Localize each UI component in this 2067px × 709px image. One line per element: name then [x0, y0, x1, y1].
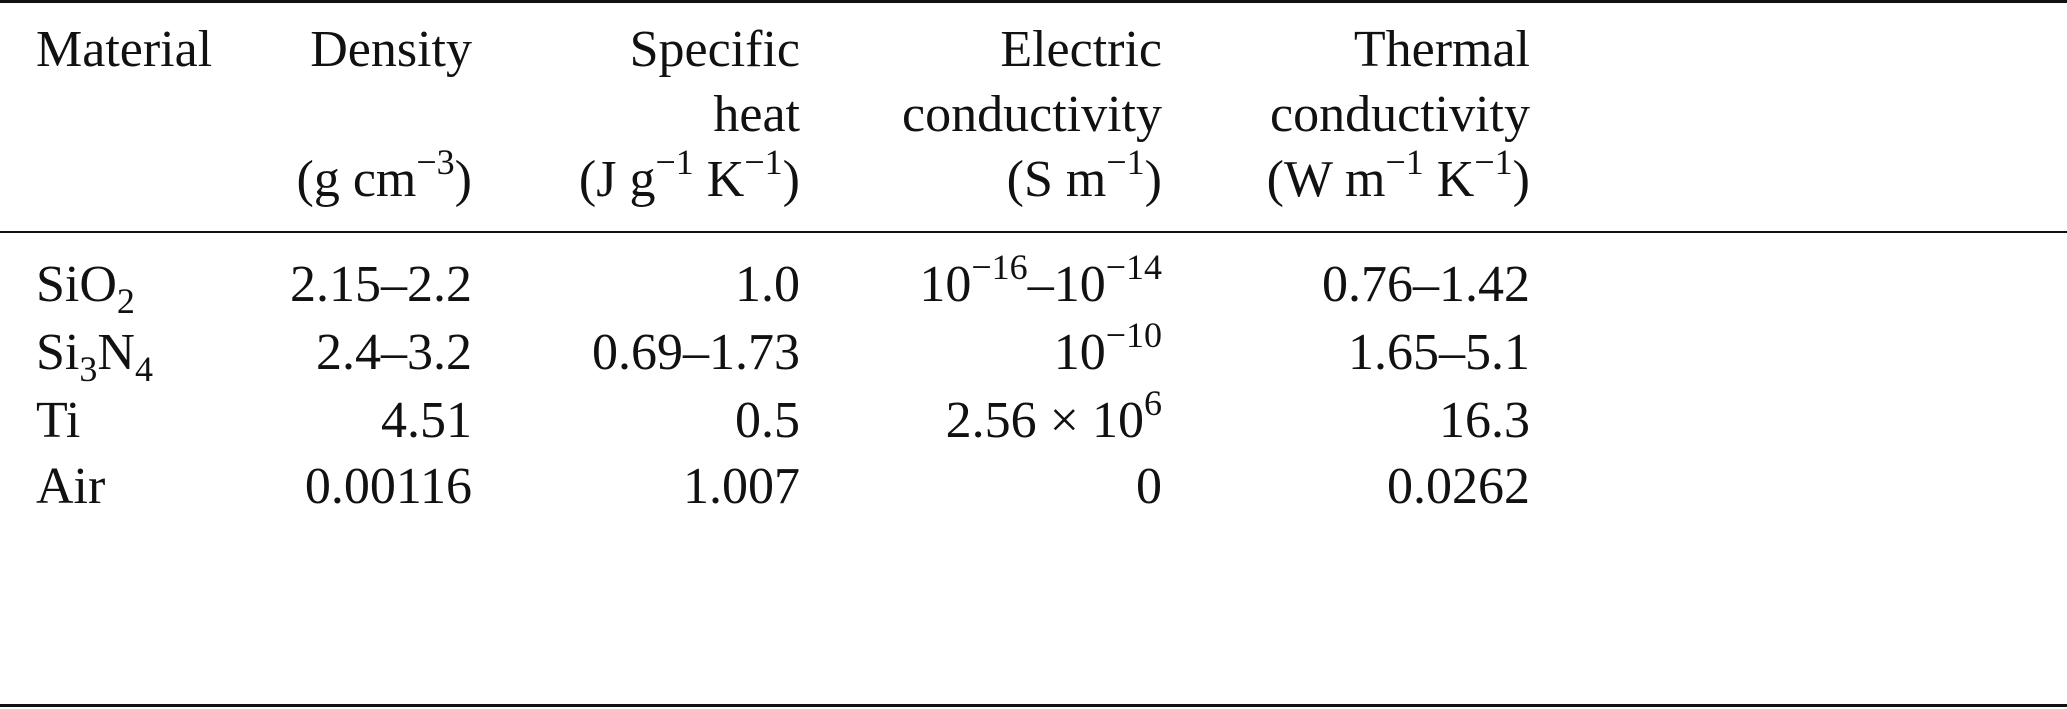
supscript: 6: [1144, 383, 1162, 423]
row-label: Si3N4: [36, 324, 153, 388]
text-run: ): [1144, 151, 1162, 208]
text-run: 10: [1053, 324, 1106, 381]
supscript: −10: [1105, 315, 1162, 355]
header-text: Thermal: [1353, 21, 1530, 78]
text-run: N: [97, 324, 135, 381]
text-run: Si: [36, 324, 80, 381]
text-run: 2.56 × 10: [945, 392, 1144, 449]
row-label: Ti: [36, 392, 81, 449]
cell-value: 1.007: [683, 458, 800, 515]
header-text: Specific: [629, 21, 800, 78]
cell-value: 2.15–2.2: [290, 256, 472, 313]
supscript: −14: [1105, 247, 1162, 287]
text-run: SiO: [36, 256, 117, 313]
header-unit: (g cm−3): [296, 144, 472, 208]
text-run: (g cm: [296, 151, 417, 208]
text-run: ): [782, 151, 800, 208]
text-run: (J g: [578, 151, 656, 208]
cell-value: 0.76–1.42: [1322, 256, 1530, 313]
text-run: (S m: [1006, 151, 1107, 208]
text-run: 10: [919, 256, 972, 313]
header-unit: (J g−1 K−1): [578, 144, 800, 208]
supscript: −1: [1385, 142, 1424, 182]
supscript: −3: [416, 142, 455, 182]
header-text: heat: [713, 86, 800, 143]
row-label: Air: [36, 458, 106, 515]
cell-value: 16.3: [1439, 392, 1530, 449]
header-text: Density: [310, 21, 472, 78]
cell-value: 0: [1136, 458, 1162, 515]
cell-value: 10−10: [1053, 317, 1162, 381]
text-run: K: [693, 151, 745, 208]
header-text: conductivity: [1270, 86, 1530, 143]
supscript: −1: [1106, 142, 1145, 182]
mid-rule: [0, 231, 2067, 233]
text-run: (W m: [1266, 151, 1386, 208]
text-run: ): [454, 151, 472, 208]
header-unit: (W m−1 K−1): [1266, 144, 1530, 208]
cell-value: 2.4–3.2: [316, 324, 472, 381]
supscript: −1: [744, 142, 783, 182]
cell-value: 2.56 × 106: [945, 385, 1162, 449]
cell-value: 1.0: [735, 256, 800, 313]
cell-value: 0.0262: [1387, 458, 1530, 515]
supscript: −1: [1474, 142, 1513, 182]
header-unit: (S m−1): [1006, 144, 1162, 208]
text-run: ): [1512, 151, 1530, 208]
header-text: Electric: [1000, 21, 1162, 78]
header-text: conductivity: [902, 86, 1162, 143]
header-text: Material: [36, 21, 213, 78]
cell-value: 1.65–5.1: [1348, 324, 1530, 381]
supscript: −16: [971, 247, 1028, 287]
cell-value: 10−16–10−14: [919, 249, 1162, 313]
bottom-rule: [0, 704, 2067, 707]
subscript: 2: [116, 281, 135, 321]
cell-value: 4.51: [381, 392, 472, 449]
supscript: −1: [655, 142, 694, 182]
cell-value: 0.69–1.73: [592, 324, 800, 381]
cell-value: 0.00116: [304, 458, 472, 515]
text-run: –10: [1027, 256, 1106, 313]
top-rule: [0, 0, 2067, 3]
cell-value: 0.5: [735, 392, 800, 449]
text-run: K: [1423, 151, 1475, 208]
subscript: 4: [134, 349, 153, 389]
subscript: 3: [79, 349, 98, 389]
row-label: SiO2: [36, 256, 135, 320]
